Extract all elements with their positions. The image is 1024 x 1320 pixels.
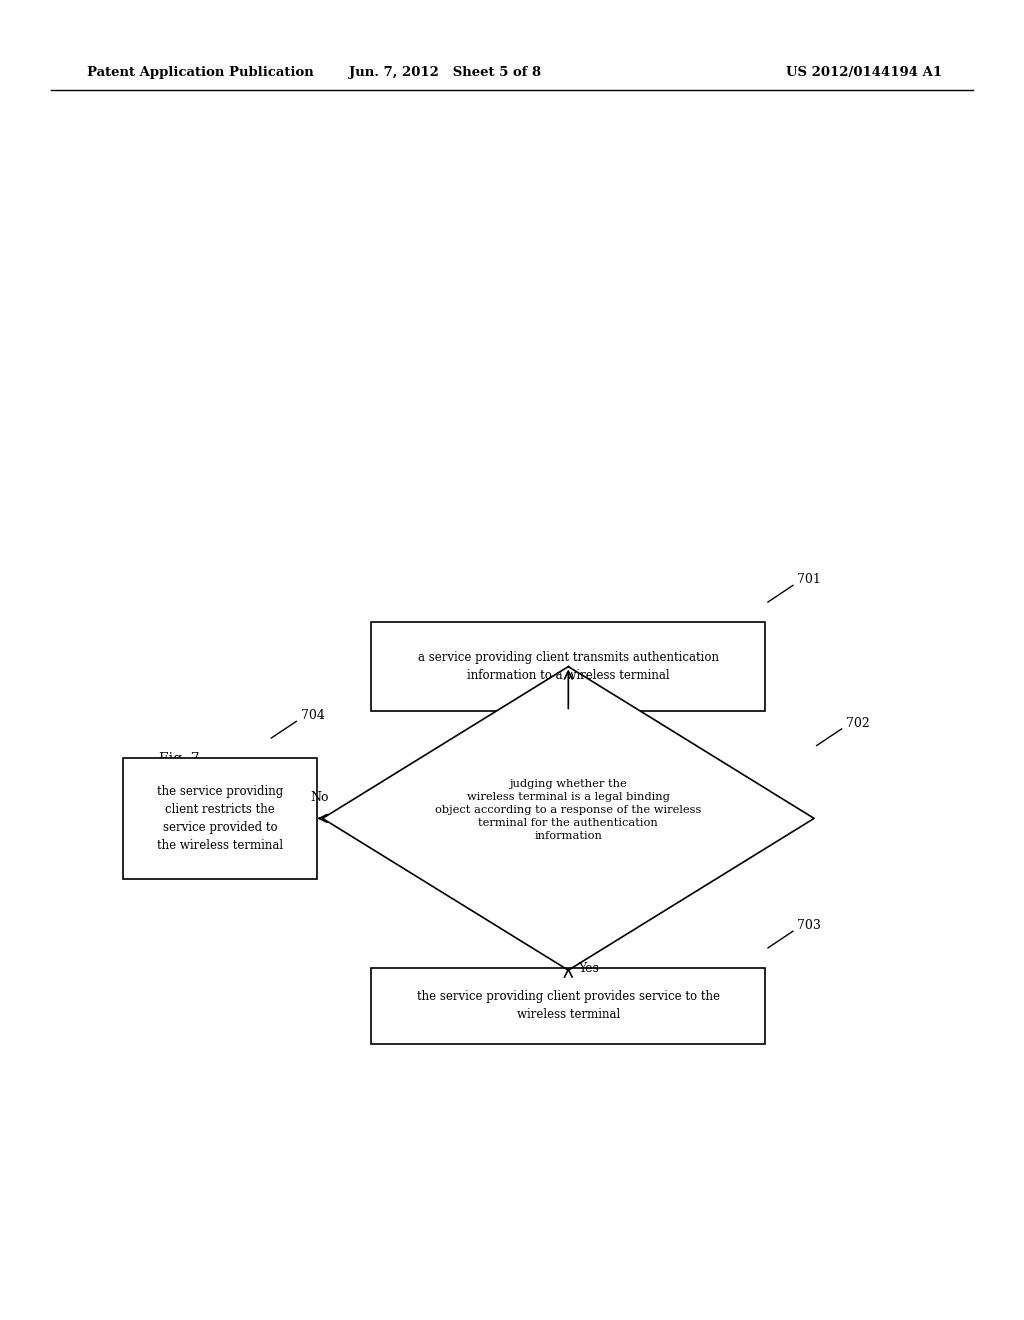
Text: 702: 702 (846, 717, 869, 730)
Text: the service providing
client restricts the
service provided to
the wireless term: the service providing client restricts t… (157, 785, 284, 851)
Text: Yes: Yes (579, 962, 599, 975)
Text: Jun. 7, 2012   Sheet 5 of 8: Jun. 7, 2012 Sheet 5 of 8 (349, 66, 542, 79)
Text: 701: 701 (798, 573, 821, 586)
Polygon shape (323, 667, 814, 970)
Text: 704: 704 (301, 709, 325, 722)
FancyBboxPatch shape (372, 622, 766, 711)
FancyBboxPatch shape (123, 758, 317, 879)
Text: Patent Application Publication: Patent Application Publication (87, 66, 313, 79)
Text: US 2012/0144194 A1: US 2012/0144194 A1 (786, 66, 942, 79)
Text: 703: 703 (798, 919, 821, 932)
Text: a service providing client transmits authentication
information to a wireless te: a service providing client transmits aut… (418, 651, 719, 682)
Text: Fig. 7: Fig. 7 (159, 752, 200, 766)
Text: judging whether the
wireless terminal is a legal binding
object according to a r: judging whether the wireless terminal is… (435, 779, 701, 841)
FancyBboxPatch shape (372, 968, 766, 1044)
Text: No: No (310, 792, 330, 804)
Text: the service providing client provides service to the
wireless terminal: the service providing client provides se… (417, 990, 720, 1022)
